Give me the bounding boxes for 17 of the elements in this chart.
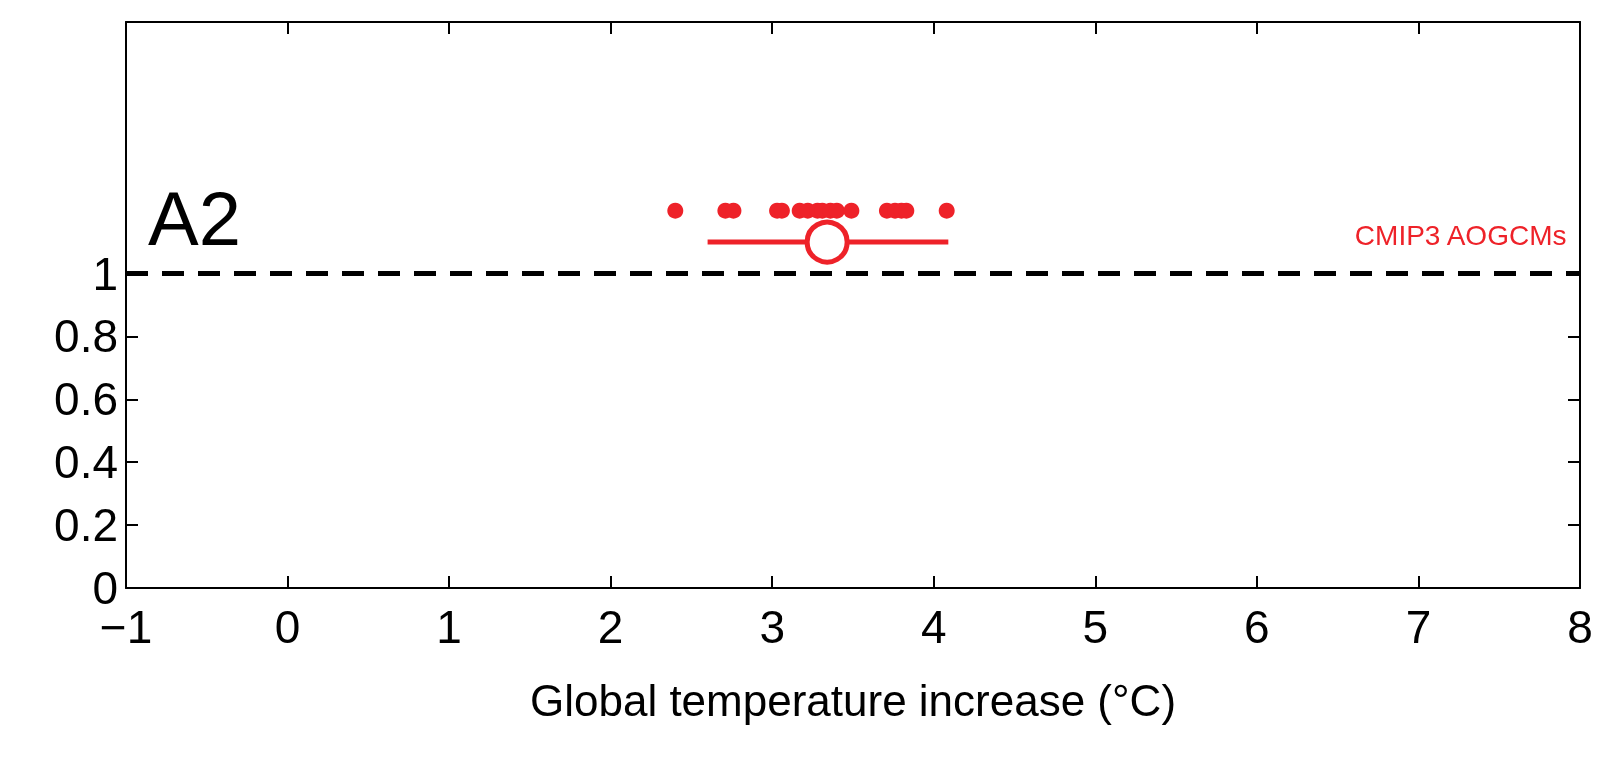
annotation: A2 bbox=[148, 175, 241, 261]
x-axis-title: Global temperature increase (°C) bbox=[529, 675, 1177, 725]
y-tick-label: 0.2 bbox=[54, 499, 118, 552]
x-tick-label: 8 bbox=[1567, 601, 1593, 653]
text: CMIP3 AOGCMs bbox=[1354, 219, 1567, 251]
x-tick-label: 4 bbox=[920, 601, 947, 653]
x-tick-label: 1 bbox=[436, 601, 462, 653]
y-tick-label: 0.6 bbox=[54, 373, 118, 426]
x-tick-label: 6 bbox=[1244, 601, 1270, 653]
x-tick-label: 7 bbox=[1405, 601, 1432, 653]
x-tick-label: 2 bbox=[597, 601, 624, 653]
y-tick-label: 1 bbox=[92, 247, 118, 300]
x-tick-label: 5 bbox=[1082, 601, 1109, 653]
x-tick-label: 0 bbox=[274, 601, 301, 653]
y-tick-label: 0.4 bbox=[54, 436, 118, 489]
y-tick-label: 0.8 bbox=[54, 310, 118, 363]
x-tick-label: 3 bbox=[759, 601, 786, 653]
